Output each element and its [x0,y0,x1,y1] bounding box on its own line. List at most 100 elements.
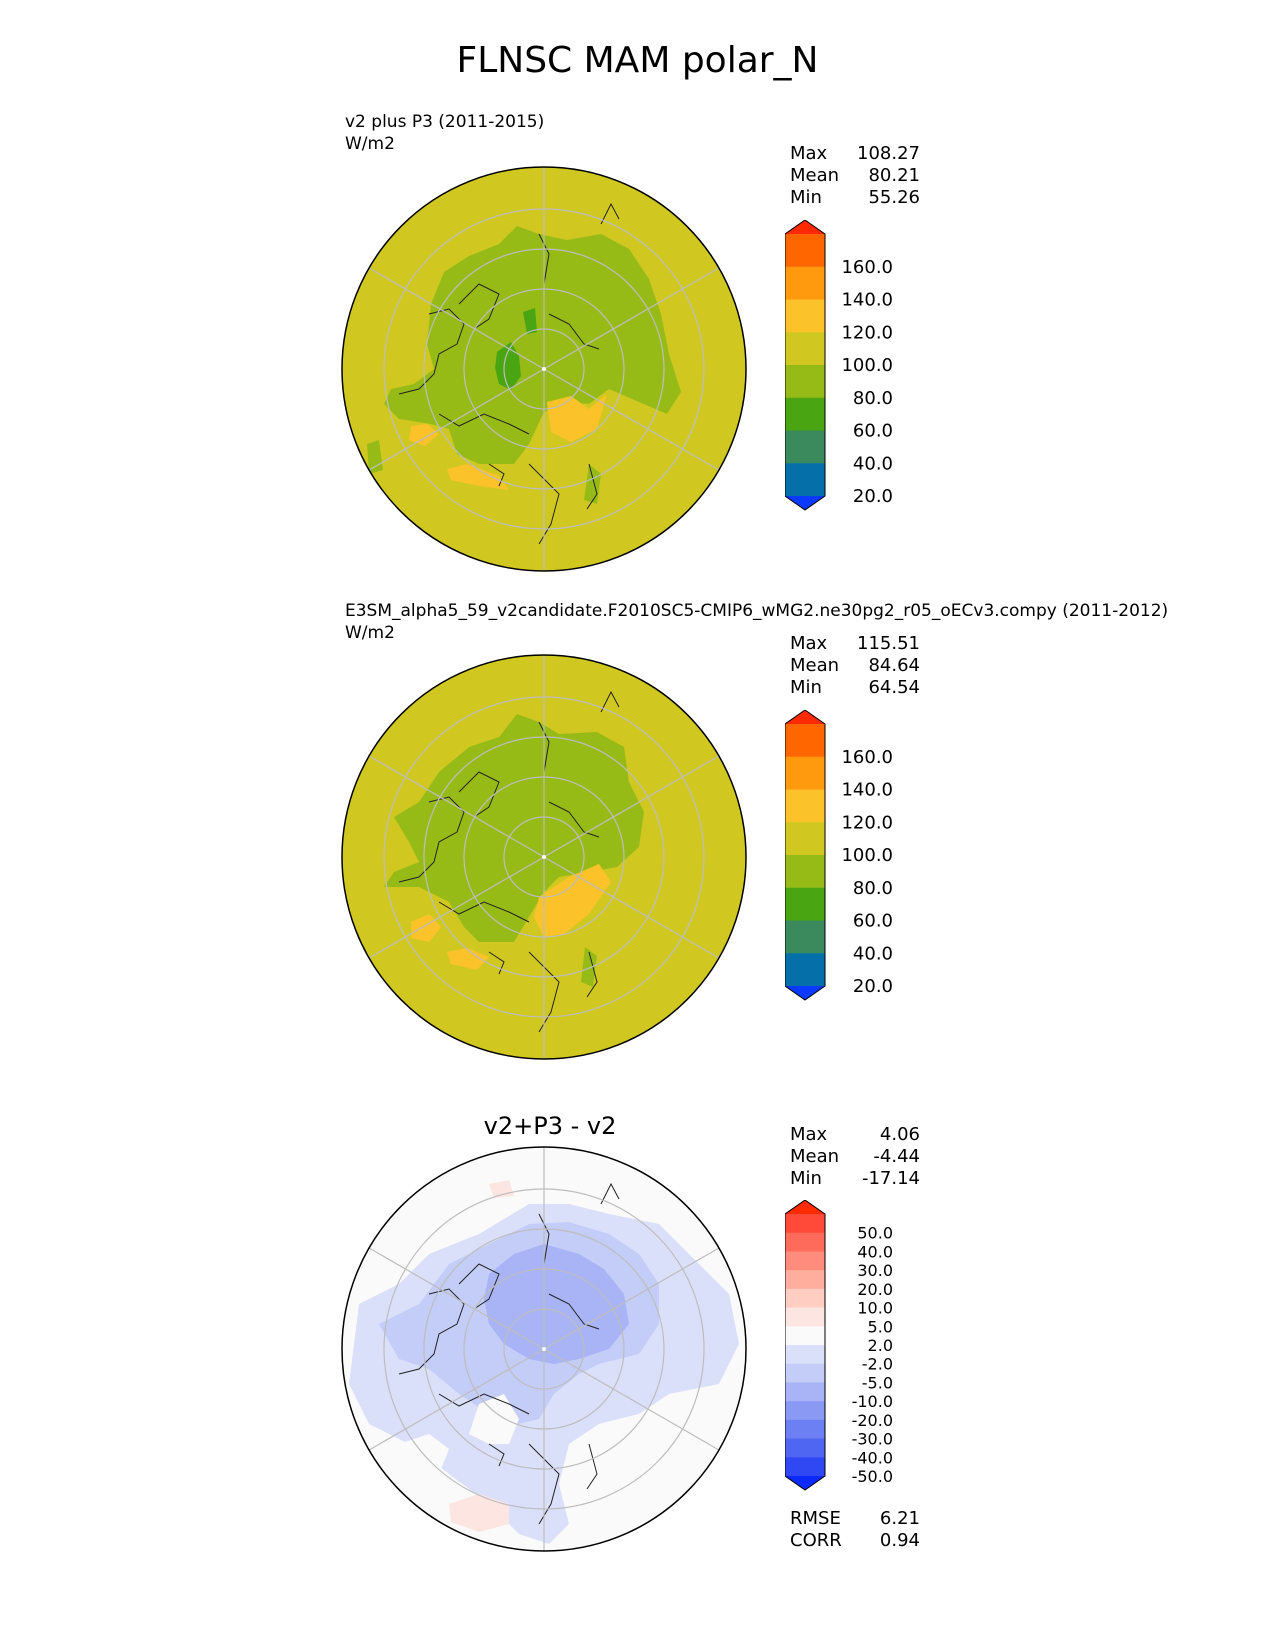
region-greenland-low [495,342,521,390]
colorbar-segment [785,855,825,889]
colorbar-tick-label: 40.0 [853,943,893,964]
colorbar-segment [785,920,825,954]
coastlines [398,202,620,545]
colorbar-segment [785,266,825,300]
stat-value: 64.54 [868,677,920,698]
panel1-label: v2 plus P3 (2011-2015) W/m2 [345,111,544,155]
colorbar-tick-label: 5.0 [868,1317,893,1336]
colorbar-tick-label: 140.0 [841,290,893,311]
colorbar-outline [785,710,826,1001]
colorbar-segment [785,1382,825,1402]
stat-value: 115.51 [857,633,920,654]
stat-label: Mean [790,1146,840,1167]
colorbar-tick-label: 60.0 [853,421,893,442]
colorbar-segment [785,1326,825,1346]
coastlines [398,1182,620,1525]
panel2-units: W/m2 [345,623,395,643]
region-arctic-ice [384,714,644,942]
metric-label: CORR [790,1530,842,1551]
stat-label: Min [790,677,822,698]
region-positive-patch [449,1494,509,1532]
panel1-stats: Max 108.27 Mean 80.21 Min 55.26 [790,143,920,209]
panel1-colorbar: 160.0 140.0 120.0 100.0 80.0 60.0 40.0 20.0 0.0 [785,220,893,520]
colorbar-tick-label: 80.0 [853,388,893,409]
colorbar-tick-label: -2.0 [862,1355,893,1374]
colorbar-segment [785,953,825,987]
region-himalaya-high [547,394,607,442]
colorbar-outline [785,1200,826,1491]
colorbar-segment [785,1251,825,1271]
colorbar-extend-min [785,496,825,510]
figure-title: FLNSC MAM polar_N [456,40,819,81]
colorbar-tick-label: 140.0 [841,780,893,801]
colorbar-tick-label: 2.0 [868,1336,893,1355]
panel3-stats: Max 4.06 Mean -4.44 Min -17.14 [790,1124,920,1190]
stat-label: Max [790,633,828,654]
stat-label: Min [790,187,822,208]
colorbar-segment [785,1419,825,1440]
panel2-label: E3SM_alpha5_59_v2candidate.F2010SC5-CMIP… [345,600,1168,644]
region-arctic-core [484,1244,629,1364]
colorbar-segment [785,430,825,464]
colorbar-tick-label: 0.0 [864,1009,893,1010]
colorbar-segment [785,1438,825,1458]
coastlines [398,690,620,1033]
stat-label: Max [790,143,828,164]
metric-value: 0.94 [879,1530,920,1551]
region-himalaya-high [534,864,611,937]
colorbar-tick-label: 120.0 [841,322,893,343]
stat-value: 84.64 [868,655,920,676]
panel1-title: v2 plus P3 (2011-2015) [345,112,545,132]
panel1-map [341,166,747,572]
colorbar-segment [785,365,825,399]
stat-value: 80.21 [868,165,920,186]
colorbar-segment [785,756,825,790]
colorbar-segment [785,887,825,921]
stat-label: Mean [790,165,840,186]
stat-value: -4.44 [873,1146,920,1167]
colorbar-segment [785,1288,825,1309]
colorbar-tick-label: 30.0 [857,1261,893,1280]
colorbar-tick-label: 160.0 [841,257,893,278]
stat-value: 55.26 [868,187,920,208]
colorbar-tick-label: -20.0 [852,1411,893,1430]
panel3-title: v2+P3 - v2 [483,1112,617,1140]
colorbar-tick-label: -10.0 [852,1392,893,1411]
colorbar-tick-label: 20.0 [857,1280,893,1299]
colorbar-segment [785,789,825,823]
colorbar-extend-max [785,1200,825,1214]
colorbar-segment [785,234,825,268]
colorbar-tick-label: 100.0 [841,355,893,376]
colorbar-extend-max [785,220,825,234]
colorbar-segment [785,397,825,431]
colorbar-tick-label: 160.0 [841,747,893,768]
panel3-map [341,1146,747,1552]
colorbar-segment [785,1457,825,1477]
colorbar-segment [785,1401,825,1421]
colorbar-segment [785,299,825,333]
colorbar-tick-label: 120.0 [841,812,893,833]
colorbar-tick-label: 40.0 [853,453,893,474]
colorbar-segment [785,1345,825,1365]
panel2-map [341,654,747,1060]
colorbar-segment [785,1232,825,1252]
colorbar-extend-min [785,986,825,1000]
colorbar-tick-label: 20.0 [853,486,893,507]
colorbar-extend-min [785,1476,825,1490]
colorbar-segment [785,1363,825,1383]
colorbar-segment [785,724,825,758]
colorbar-tick-label: -40.0 [852,1448,893,1467]
stat-label: Max [790,1124,828,1145]
stat-value: 108.27 [857,143,920,164]
colorbar-tick-label: 80.0 [853,878,893,899]
panel3-metrics: RMSE 6.21 CORR 0.94 [790,1508,920,1552]
colorbar-tick-label: 10.0 [857,1299,893,1318]
colorbar-tick-label: 20.0 [853,976,893,997]
colorbar-segment [785,463,825,497]
colorbar-segment [785,1270,825,1290]
panel1-units: W/m2 [345,134,395,154]
stat-value: 4.06 [879,1124,920,1145]
stat-label: Min [790,1168,822,1189]
colorbar-tick-label: 50.0 [857,1224,893,1243]
colorbar-outline [785,220,826,511]
